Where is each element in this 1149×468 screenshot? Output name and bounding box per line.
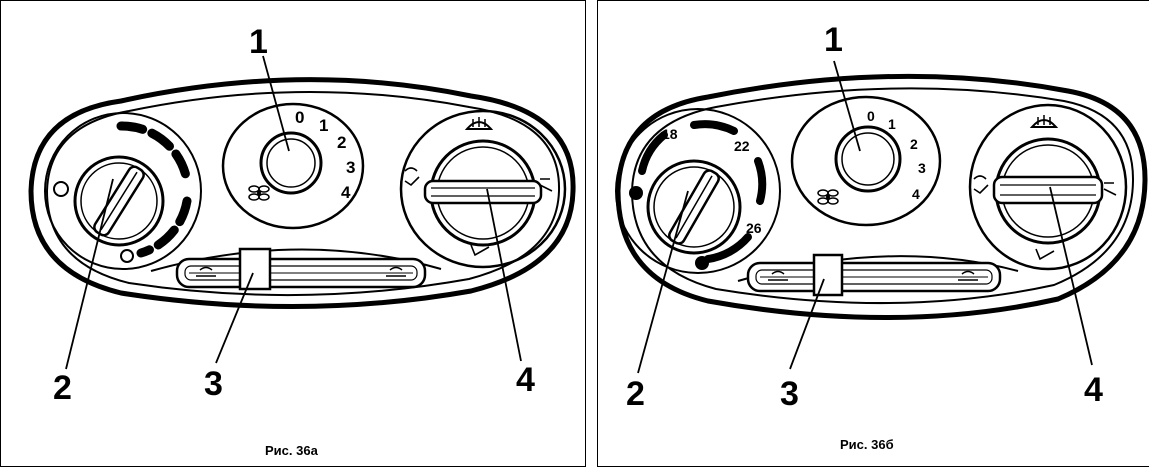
callout-4: 4 xyxy=(1084,371,1103,409)
callout-1: 1 xyxy=(824,21,843,59)
console-housing xyxy=(615,73,1148,321)
floor-vent-icon xyxy=(1035,248,1055,261)
figure-caption: Рис. 36а xyxy=(265,443,318,458)
leader-line-4 xyxy=(486,188,522,362)
figure-36a: 0 1 2 3 4 xyxy=(0,0,586,467)
fan-scale-3: 3 xyxy=(918,160,926,176)
fan-scale-2: 2 xyxy=(910,136,918,152)
recirculation-slider-3[interactable] xyxy=(150,247,442,291)
leader-line-4 xyxy=(1049,186,1093,366)
fan-icon xyxy=(817,189,839,205)
callout-3: 3 xyxy=(780,375,799,413)
callout-3: 3 xyxy=(204,365,223,403)
leader-line-2 xyxy=(637,190,689,374)
fan-scale-0: 0 xyxy=(867,108,875,124)
recirculation-slider-3[interactable] xyxy=(737,253,1019,297)
callout-2: 2 xyxy=(53,369,72,407)
defrost-floor-icon xyxy=(973,175,989,195)
temperature-knob-2[interactable] xyxy=(44,112,202,270)
floor-vent-icon xyxy=(470,244,490,257)
console-housing xyxy=(28,77,576,310)
fresh-air-icon xyxy=(958,270,978,281)
recirculation-icon xyxy=(196,266,216,277)
defrost-icon xyxy=(464,117,494,130)
leader-line-1 xyxy=(833,60,861,152)
fan-speed-knob-1[interactable] xyxy=(221,102,365,230)
fresh-air-icon xyxy=(386,266,406,277)
callout-2: 2 xyxy=(626,375,645,413)
face-vent-icon xyxy=(1103,182,1117,196)
recirculation-icon xyxy=(768,270,788,281)
leader-line-2 xyxy=(65,178,114,370)
console-inner-rim xyxy=(630,87,1135,305)
face-vent-icon xyxy=(539,178,553,192)
temp-scale-18: 18 xyxy=(662,126,678,142)
figure-36b: 18 22 26 0 1 2 3 4 xyxy=(597,0,1149,467)
temp-scale-26: 26 xyxy=(746,220,762,236)
fan-scale-1: 1 xyxy=(888,116,896,132)
temperature-knob-2[interactable] xyxy=(615,108,781,274)
callout-4: 4 xyxy=(516,361,535,399)
air-distribution-knob-4[interactable] xyxy=(399,109,567,269)
control-panel-drawing-a: 0 1 2 3 4 xyxy=(28,23,576,407)
leader-line-1 xyxy=(262,55,290,152)
defrost-icon xyxy=(1029,115,1059,128)
defrost-floor-icon xyxy=(404,167,420,187)
air-distribution-knob-4[interactable] xyxy=(968,103,1128,271)
fan-icon xyxy=(248,185,270,201)
temp-scale-22: 22 xyxy=(734,138,750,154)
control-panel-drawing-b: 18 22 26 0 1 2 3 4 xyxy=(615,21,1148,413)
figure-caption: Рис. 36б xyxy=(840,437,894,452)
callout-1: 1 xyxy=(249,23,268,61)
fan-scale-1: 1 xyxy=(319,116,328,135)
console-inner-rim xyxy=(45,90,561,297)
fan-scale-3: 3 xyxy=(346,158,355,177)
fan-speed-knob-1[interactable] xyxy=(790,95,942,227)
fan-scale-2: 2 xyxy=(337,133,346,152)
fan-scale-0: 0 xyxy=(295,108,304,127)
fan-scale-4: 4 xyxy=(341,183,351,202)
leader-line-3 xyxy=(215,272,254,364)
leader-line-3 xyxy=(789,278,825,370)
fan-scale-4: 4 xyxy=(912,186,920,202)
